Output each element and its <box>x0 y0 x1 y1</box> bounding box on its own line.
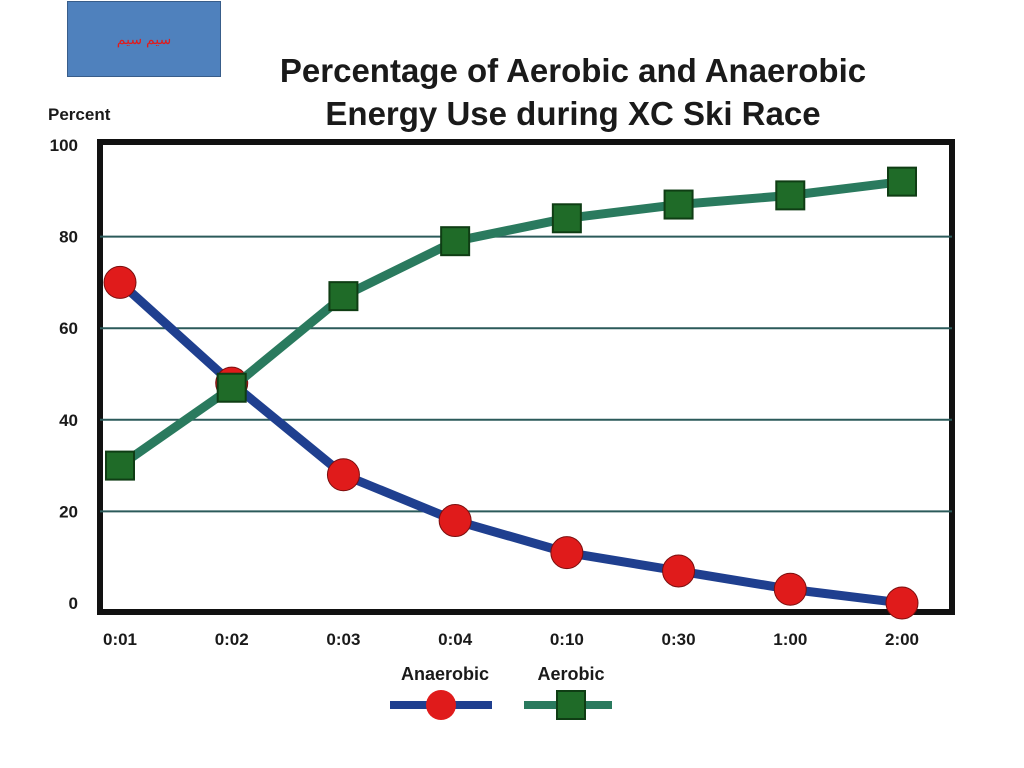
x-tick-label: 0:30 <box>662 630 696 649</box>
series-layer <box>103 166 919 620</box>
data-point-aerobic <box>105 450 135 481</box>
data-point-anaerobic <box>773 572 807 606</box>
legend-label-aerobic: Aerobic <box>537 664 604 684</box>
legend-marker-aerobic <box>556 690 586 720</box>
data-point-anaerobic <box>326 458 360 492</box>
data-point-aerobic <box>551 203 582 234</box>
series-line-anaerobic <box>115 277 907 608</box>
data-point-aerobic <box>440 226 471 257</box>
data-point-anaerobic <box>438 504 472 538</box>
x-tick-label: 0:02 <box>215 630 249 649</box>
label-box-text: سيم سيم <box>116 30 172 47</box>
x-tick-label: 0:03 <box>326 630 360 649</box>
data-point-aerobic <box>328 281 359 312</box>
legend-marker-anaerobic <box>426 690 456 720</box>
x-tick-label: 0:10 <box>550 630 584 649</box>
y-tick-label: 40 <box>59 411 78 430</box>
y-tick-label: 80 <box>59 228 78 247</box>
data-point-aerobic <box>775 180 806 211</box>
data-point-anaerobic <box>662 554 696 588</box>
y-tick-label: 60 <box>59 319 78 338</box>
grid-lines <box>100 235 952 513</box>
chart-title-line-1: Percentage of Aerobic and Anaerobic <box>280 52 866 89</box>
y-tick-label: 20 <box>59 502 78 521</box>
data-point-anaerobic <box>103 265 137 299</box>
legend-label-anaerobic: Anaerobic <box>401 664 489 684</box>
x-tick-label: 0:04 <box>438 630 473 649</box>
series-line-aerobic <box>115 177 907 471</box>
data-point-anaerobic <box>550 536 584 570</box>
legend: Anaerobic Aerobic <box>390 664 612 720</box>
y-axis-label: Percent <box>48 105 111 124</box>
data-point-aerobic <box>663 189 694 220</box>
y-tick-label: 0 <box>69 594 78 613</box>
data-point-aerobic <box>216 372 247 403</box>
y-tick-label: 100 <box>50 136 78 155</box>
x-tick-label: 2:00 <box>885 630 919 649</box>
label-box: سيم سيم <box>67 1 221 77</box>
chart-title-line-2: Energy Use during XC Ski Race <box>325 95 820 132</box>
data-point-anaerobic <box>885 586 919 620</box>
data-point-aerobic <box>887 166 917 197</box>
x-tick-label: 1:00 <box>773 630 807 649</box>
x-tick-labels: 0:01 0:02 0:03 0:04 0:10 0:30 1:00 2:00 <box>103 630 919 649</box>
x-tick-label: 0:01 <box>103 630 137 649</box>
y-tick-labels: 0 20 40 60 80 100 <box>50 136 78 613</box>
